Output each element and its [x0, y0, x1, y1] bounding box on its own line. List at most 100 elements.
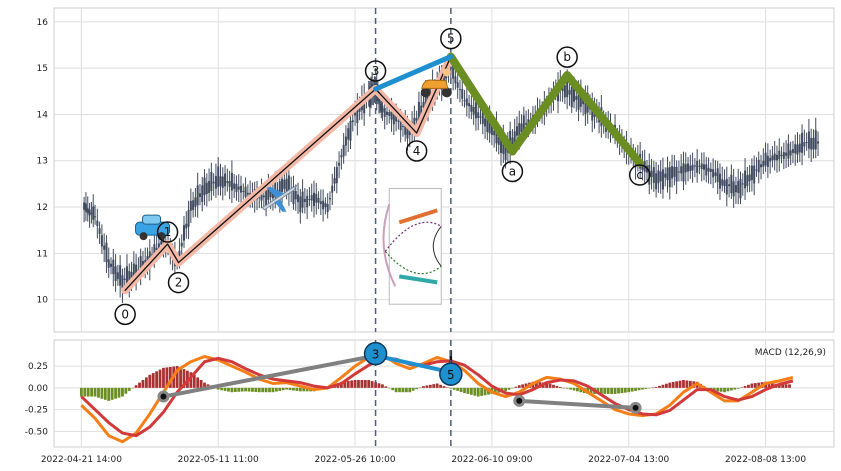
- macd-histogram-bar: [599, 387, 603, 394]
- macd-histogram-bar: [753, 383, 757, 388]
- candle-body: [566, 81, 569, 98]
- candle-body: [139, 256, 142, 274]
- candle-body: [219, 176, 222, 187]
- candle-body: [328, 198, 331, 200]
- macd-histogram-bar: [552, 384, 555, 388]
- macd-histogram-bar: [257, 387, 261, 393]
- macd-histogram-bar: [723, 387, 726, 393]
- macd-histogram-bar: [196, 377, 200, 388]
- macd-histogram-bar: [719, 387, 723, 392]
- candle-body: [500, 138, 503, 153]
- macd-histogram-bar: [292, 387, 295, 391]
- macd-histogram-bar: [411, 387, 415, 391]
- macd-histogram-bar: [422, 386, 425, 388]
- candle-body: [734, 185, 737, 193]
- candle-body: [317, 197, 320, 203]
- candle-body: [465, 98, 468, 106]
- candle-body: [577, 92, 580, 110]
- candle-body: [194, 197, 197, 207]
- x-tick-label: 2022-05-11 11:00: [178, 455, 259, 465]
- candle-body: [381, 105, 384, 113]
- candle-body: [463, 100, 466, 102]
- candle-body: [769, 157, 772, 162]
- impulse-wave-line: [124, 243, 169, 291]
- macd-histogram-bar: [634, 387, 637, 391]
- candle-body: [146, 255, 149, 263]
- plane-wing: [274, 199, 287, 212]
- macd-histogram-bar: [295, 387, 299, 391]
- macd-histogram-bar: [459, 387, 463, 392]
- candle-body: [511, 137, 514, 144]
- macd-histogram-bar: [93, 387, 97, 397]
- candle-body: [812, 137, 815, 150]
- macd-histogram-bar: [343, 381, 347, 388]
- candle-body: [668, 167, 671, 188]
- candle-body: [84, 203, 87, 212]
- candle-body: [641, 162, 644, 171]
- candle-body: [205, 182, 208, 195]
- macd-histogram-bar: [688, 380, 692, 388]
- wave-label: 1: [164, 225, 172, 239]
- macd-histogram-bar: [747, 384, 750, 388]
- candle-body: [116, 272, 119, 280]
- macd-histogram-bar: [182, 369, 186, 388]
- candle-body: [96, 220, 99, 227]
- macd-histogram-bar: [391, 387, 395, 391]
- macd-histogram-bar: [158, 369, 162, 388]
- candle-body: [456, 82, 459, 88]
- macd-histogram-bar: [637, 387, 641, 391]
- macd-histogram-bar: [370, 381, 374, 388]
- inset-curve: [384, 250, 442, 275]
- candle-body: [224, 173, 227, 187]
- macd-histogram-bar: [387, 387, 391, 389]
- candle-body: [399, 119, 402, 131]
- candle-body: [294, 191, 297, 200]
- candle-body: [392, 113, 395, 125]
- macd-histogram-bar: [168, 366, 172, 388]
- candle-body: [807, 131, 810, 149]
- candle-body: [737, 181, 740, 193]
- candle-body: [94, 216, 97, 218]
- candle-body: [520, 123, 523, 133]
- macd-histogram-bar: [278, 387, 282, 391]
- wave-label-circle: [440, 27, 462, 50]
- macd-histogram-bar: [517, 385, 521, 388]
- divergence-dot: [632, 404, 639, 411]
- macd-histogram-bar: [641, 387, 644, 390]
- candle-body: [664, 173, 667, 178]
- candle-body: [771, 155, 774, 161]
- macd-histogram-bar: [261, 387, 265, 393]
- candle-body: [420, 105, 423, 117]
- macd-histogram-bar: [504, 387, 507, 392]
- macd-histogram-bar: [514, 386, 518, 388]
- macd-histogram-bar: [401, 387, 405, 393]
- macd-histogram-bar: [79, 387, 83, 397]
- macd-histogram-bar: [162, 367, 165, 388]
- macd-histogram-bar: [141, 380, 145, 388]
- candle-body: [563, 85, 566, 98]
- wave-3-5-connector: [373, 54, 454, 92]
- candle-body: [513, 131, 516, 144]
- macd-histogram-bar: [446, 387, 449, 388]
- candle-body: [650, 170, 653, 177]
- candle-body: [732, 181, 735, 197]
- macd-panel: 0.250.00-0.25-0.50 35 MACD (12,26,9): [25, 339, 835, 448]
- macd-histogram-bar: [367, 380, 371, 388]
- macd-histogram-bar: [216, 387, 220, 390]
- candle-body: [502, 137, 505, 154]
- macd-histogram-bar: [203, 382, 206, 388]
- macd-histogram-bar: [671, 381, 675, 388]
- candle-body: [671, 166, 674, 179]
- candle-body: [125, 266, 128, 286]
- candle-body: [721, 179, 724, 186]
- candle-body: [107, 259, 110, 268]
- candle-body: [803, 142, 806, 147]
- plane-fuselage: [261, 184, 298, 211]
- candle-body: [675, 166, 678, 182]
- macd-histogram-bar: [165, 367, 169, 388]
- candle-body: [458, 89, 461, 91]
- candle-body: [383, 108, 386, 117]
- candle-body: [340, 155, 343, 158]
- candle-body: [128, 270, 131, 286]
- candle-body: [780, 154, 783, 157]
